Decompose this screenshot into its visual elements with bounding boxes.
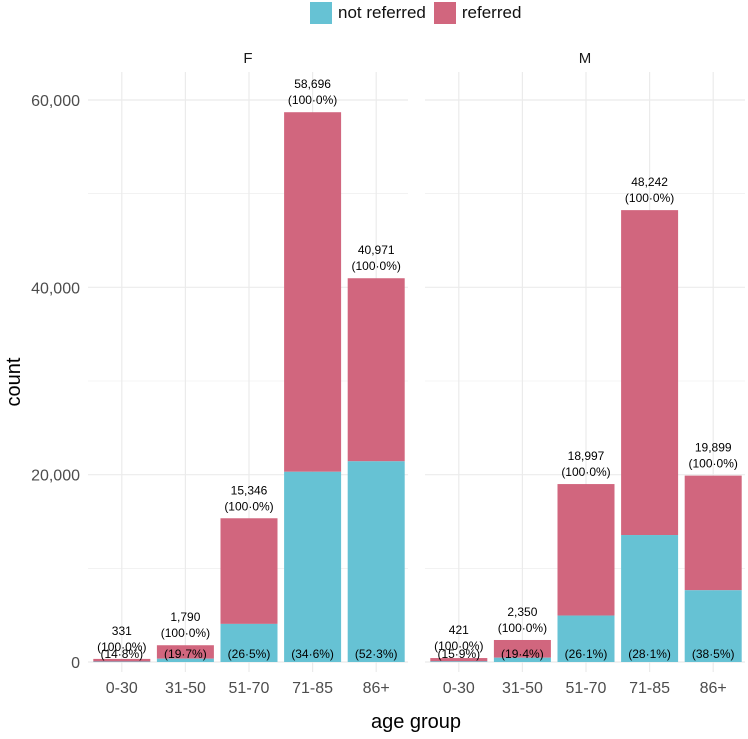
data-label-total-pct: (100·0%) [288,93,337,107]
data-label-total-pct: (100·0%) [498,621,547,635]
data-label-total: 18,997 [568,449,605,463]
data-label-total: 1,790 [170,610,200,624]
x-tick-label: 31-50 [165,680,206,697]
bar-not-referred [93,661,151,663]
x-tick-label: 0-30 [106,680,138,697]
facet-label-F: F [243,50,252,67]
data-label-total: 48,242 [631,175,668,189]
legend-item-referred: referred [433,2,522,24]
bar-not-referred [493,657,551,662]
data-label-total-pct: (100·0%) [561,465,610,479]
facet-label-M: M [579,50,592,67]
legend-label-referred: referred [461,3,522,22]
data-label-total-pct: (100·0%) [352,259,401,273]
bar-referred [557,484,615,616]
x-tick-label: 51-70 [566,680,607,697]
bar-not-referred [430,661,488,662]
data-label-total: 15,346 [231,483,268,497]
bar-referred [284,112,342,472]
legend: not referred referred [310,0,529,26]
bar-not-referred [347,461,405,662]
bar-referred [684,475,742,591]
x-tick-label: 86+ [700,680,727,697]
x-tick-label: 71-85 [629,680,670,697]
y-tick-label: 0 [71,655,80,672]
legend-item-not-referred: not referred [310,2,426,24]
data-label-total: 58,696 [294,77,331,91]
data-label-not-referred-pct: (34·6%) [291,647,334,661]
x-tick-label: 71-85 [292,680,333,697]
data-label-not-referred-pct: (52·3%) [355,647,398,661]
bar-referred [156,645,214,659]
data-label-total-pct: (100·0%) [689,457,738,471]
legend-label-not-referred: not referred [338,3,426,22]
bar-referred [493,639,551,658]
x-tick-label: 86+ [363,680,390,697]
legend-swatch-not-referred [310,2,332,24]
data-label-total-pct: (100·0%) [625,191,674,205]
bar-not-referred [284,471,342,662]
y-axis-title: count [3,357,25,406]
data-label-total: 331 [112,624,132,638]
data-label-not-referred-pct: (26·5%) [228,647,271,661]
bar-not-referred [220,623,278,662]
bar-not-referred [621,535,679,662]
data-label-total: 40,971 [358,243,395,257]
data-label-not-referred-pct: (26·1%) [565,647,608,661]
bar-referred [93,658,151,662]
legend-swatch-referred [433,2,456,24]
data-label-not-referred-pct: (19·7%) [164,647,207,661]
data-label-total-pct: (100·0%) [224,499,273,513]
bar-referred [621,210,679,536]
bar-referred [220,518,278,624]
x-axis-title: age group [371,711,461,733]
x-tick-label: 31-50 [502,680,543,697]
x-tick-label: 51-70 [229,680,270,697]
data-label-total-pct: (100·0%) [434,639,483,653]
y-tick-label: 20,000 [31,468,80,485]
data-label-not-referred-pct: (38·5%) [692,647,735,661]
data-label-total: 421 [449,623,469,637]
data-label-not-referred-pct: (15·9%) [437,647,480,661]
x-tick-label: 0-30 [443,680,475,697]
bar-referred [347,278,405,462]
bar-not-referred [684,590,742,662]
data-label-total: 19,899 [695,441,732,455]
y-tick-label: 40,000 [31,280,80,297]
data-label-not-referred-pct: (14·8%) [100,647,143,661]
data-label-total: 2,350 [507,605,537,619]
data-label-total-pct: (100·0%) [161,626,210,640]
data-label-total-pct: (100·0%) [97,640,146,654]
bar-not-referred [557,615,615,662]
data-label-not-referred-pct: (19·4%) [501,647,544,661]
y-tick-label: 60,000 [31,93,80,110]
data-label-not-referred-pct: (28·1%) [628,647,671,661]
bar-referred [430,658,488,662]
bar-not-referred [156,658,214,662]
